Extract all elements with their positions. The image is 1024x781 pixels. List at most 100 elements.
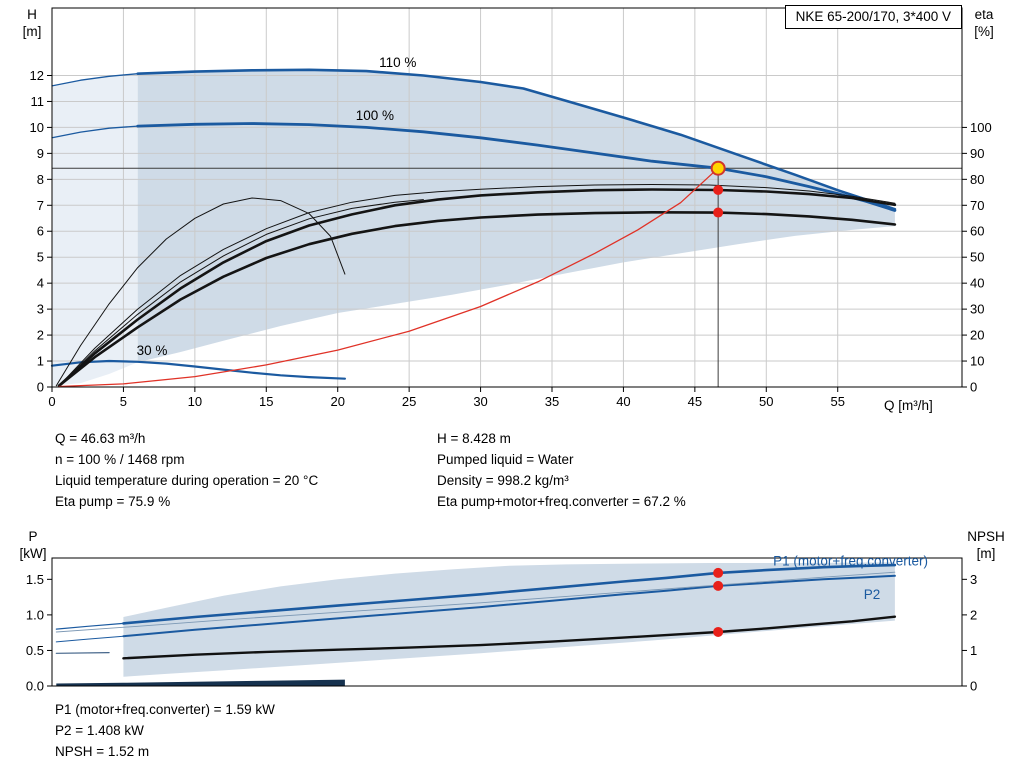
y2-tick-label: 60	[970, 224, 984, 239]
info-line-eta-pump: Eta pump = 75.9 %	[55, 494, 171, 509]
x-tick-label: 55	[830, 394, 844, 409]
duty-data-left: Q = 46.63 m³/h n = 100 % / 1468 rpm Liqu…	[55, 428, 318, 512]
y-tick-label: 12	[30, 68, 44, 83]
y-tick-label: 5	[37, 250, 44, 265]
power-range-low	[56, 679, 345, 686]
p1-curve-label: P1 (motor+freq.converter)	[773, 553, 928, 568]
eta-110-curve	[58, 184, 896, 387]
label-100-percent: 100 %	[356, 108, 394, 123]
y2-tick-label: 30	[970, 302, 984, 317]
y-tick-label: 1.5	[26, 572, 44, 587]
duty-data-right: H = 8.428 m Pumped liquid = Water Densit…	[437, 428, 686, 512]
axis-unit: [kW]	[19, 546, 47, 561]
axis-unit: [m]	[22, 24, 42, 39]
result-line-p2: P2 = 1.408 kW	[55, 723, 144, 738]
y2-tick-label: 1	[970, 643, 977, 658]
axis-label-head: H [m]	[12, 6, 52, 40]
x-tick-label: 40	[616, 394, 630, 409]
axis-letter: P	[28, 529, 38, 544]
p2-curve-label: P2	[864, 587, 881, 602]
axis-label-npsh: NPSH [m]	[958, 528, 1014, 562]
x-tick-label: 25	[402, 394, 416, 409]
x-tick-label: 35	[545, 394, 559, 409]
result-line-p1: P1 (motor+freq.converter) = 1.59 kW	[55, 702, 275, 717]
qh-chart-border	[51, 7, 963, 388]
y2-tick-label: 20	[970, 328, 984, 343]
p2-point	[713, 580, 724, 591]
y-tick-label: 0.0	[26, 679, 44, 694]
y-tick-label: 0.5	[26, 643, 44, 658]
x-tick-label: 5	[120, 394, 127, 409]
curve-100-lead	[51, 125, 139, 139]
info-line-eta-total: Eta pump+motor+freq.converter = 67.2 %	[437, 494, 686, 509]
y2-tick-label: 70	[970, 198, 984, 213]
y-tick-label: 1	[37, 354, 44, 369]
result-line-npsh: NPSH = 1.52 m	[55, 744, 150, 759]
npsh-curve	[122, 615, 897, 660]
axis-label-eta: eta [%]	[963, 6, 1005, 40]
curve-100	[136, 122, 897, 212]
x-tick-label: 50	[759, 394, 773, 409]
x-tick-label: 0	[48, 394, 55, 409]
power-npsh-chart-border	[51, 557, 963, 687]
label-110-percent: 110 %	[379, 55, 416, 70]
y-tick-label: 11	[31, 94, 45, 109]
x-tick-label: 15	[259, 394, 273, 409]
x-tick-label: 10	[188, 394, 202, 409]
axis-unit: [%]	[974, 24, 994, 39]
x-tick-label: 30	[473, 394, 487, 409]
p1-curve	[122, 563, 897, 625]
power-range	[123, 562, 895, 677]
p2-lead	[55, 635, 124, 643]
pump-model-box: NKE 65-200/170, 3*400 V	[784, 5, 962, 29]
label-30-percent: 30 %	[137, 343, 168, 358]
envelope-inner-line	[55, 571, 896, 633]
y2-tick-label: 50	[970, 250, 984, 265]
y-tick-label: 9	[37, 146, 44, 161]
y-tick-label: 2	[37, 328, 44, 343]
axis-letter: eta	[974, 7, 994, 22]
y2-tick-label: 10	[970, 354, 984, 369]
y2-tick-label: 0	[970, 679, 977, 694]
info-line-head: H = 8.428 m	[437, 431, 511, 446]
eta-pump-curve	[57, 188, 897, 388]
npsh-point	[713, 626, 724, 637]
eta-reduced-speed-curve	[55, 197, 346, 387]
eta-mid-curve	[58, 199, 424, 387]
pump-model-title: NKE 65-200/170, 3*400 V	[795, 9, 951, 24]
p1-lead	[55, 622, 125, 630]
result-block: P1 (motor+freq.converter) = 1.59 kW P2 =…	[55, 699, 275, 762]
axis-letter: NPSH	[967, 529, 1005, 544]
axis-label-power: P [kW]	[12, 528, 54, 562]
info-line-flow: Q = 46.63 m³/h	[55, 431, 146, 446]
y2-tick-label: 3	[970, 572, 977, 587]
eta-pump-point	[713, 184, 724, 195]
y-tick-label: 1.0	[26, 607, 44, 622]
y2-tick-label: 100	[970, 120, 992, 135]
eta-total-curve	[57, 211, 897, 388]
info-line-liquid: Pumped liquid = Water	[437, 452, 574, 467]
eta-total-point	[713, 207, 724, 218]
curve-110	[136, 68, 897, 211]
p2-curve	[122, 574, 896, 638]
duty-point	[710, 160, 726, 176]
axis-letter: H	[27, 7, 37, 22]
axis-unit: [m]	[976, 546, 996, 561]
axis-label-flow: Q [m³/h]	[884, 398, 933, 413]
curve-110-lead	[51, 73, 139, 87]
y-tick-label: 10	[30, 120, 44, 135]
y-tick-label: 4	[37, 276, 44, 291]
y-tick-label: 0	[37, 380, 44, 395]
x-tick-label: 45	[688, 394, 702, 409]
y2-tick-label: 2	[970, 607, 977, 622]
y2-tick-label: 0	[970, 380, 977, 395]
y-tick-label: 8	[37, 172, 44, 187]
y-tick-label: 7	[37, 198, 44, 213]
y2-tick-label: 80	[970, 172, 984, 187]
x-tick-label: 20	[330, 394, 344, 409]
y2-tick-label: 40	[970, 276, 984, 291]
info-line-speed: n = 100 % / 1468 rpm	[55, 452, 185, 467]
y-tick-label: 3	[37, 302, 44, 317]
